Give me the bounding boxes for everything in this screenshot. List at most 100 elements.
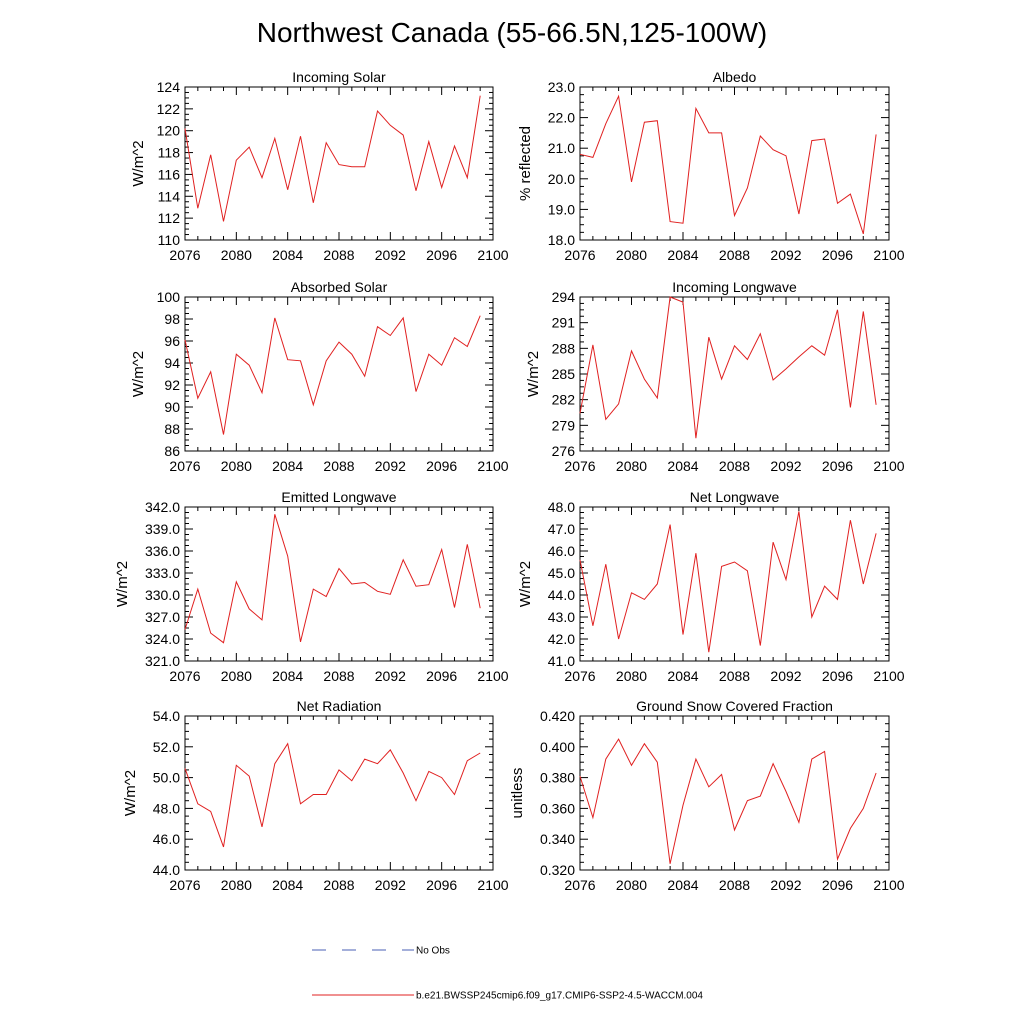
- x-tick-label: 2080: [616, 668, 647, 684]
- y-tick-label: 114: [158, 188, 181, 204]
- y-tick-label: 42.0: [548, 631, 575, 647]
- y-tick-label: 0.360: [540, 800, 575, 816]
- y-tick-label: 0.340: [540, 831, 575, 847]
- plot-frame: [184, 296, 494, 452]
- y-tick-label: 118: [158, 145, 181, 161]
- x-tick-label: 2092: [770, 668, 801, 684]
- x-tick-label: 2084: [667, 877, 698, 893]
- y-tick-label: 339.0: [145, 521, 180, 537]
- panel-2: Albedo 2076 2080 2084 2088 2092 2096 2100 18.0 19…: [517, 69, 905, 263]
- y-tick-label: 50.0: [153, 770, 180, 786]
- y-tick-label: 47.0: [548, 521, 575, 537]
- y-axis-label: W/m^2: [130, 140, 147, 186]
- panel-1: Incoming Solar 2076 2080 2084 2088 2092 2096 21…: [130, 69, 509, 263]
- y-tick-label: 285: [552, 366, 576, 382]
- x-tick-label: 2076: [169, 877, 200, 893]
- panels: Incoming Solar 2076 2080 2084 2088 2092 2096 21…: [114, 69, 905, 893]
- series-line: [184, 514, 481, 644]
- x-tick-label: 2088: [719, 247, 750, 263]
- series-line: [579, 296, 877, 439]
- x-tick-label: 2076: [564, 458, 595, 474]
- plot-frame: [579, 86, 890, 241]
- y-tick-label: 327.0: [145, 609, 180, 625]
- series-line: [184, 742, 481, 848]
- panel-title: Albedo: [713, 69, 757, 85]
- x-tick-label: 2100: [477, 668, 508, 684]
- y-tick-label: 98: [164, 311, 180, 327]
- x-tick-label: 2080: [221, 668, 252, 684]
- panel-title: Incoming Solar: [292, 69, 386, 85]
- y-axis-label: W/m^2: [517, 561, 534, 607]
- x-tick-label: 2084: [272, 458, 303, 474]
- y-tick-label: 100: [157, 289, 181, 305]
- panel-title: Incoming Longwave: [672, 279, 797, 295]
- x-tick-label: 2076: [169, 668, 200, 684]
- y-axis-label: W/m^2: [114, 561, 131, 607]
- panel-title: Ground Snow Covered Fraction: [636, 698, 833, 714]
- panel-8: Ground Snow Covered Fraction 2076 2080 2084…: [509, 698, 905, 893]
- plot-frame: [184, 715, 494, 871]
- y-axis-label: W/m^2: [525, 351, 542, 397]
- x-tick-label: 2096: [822, 668, 853, 684]
- y-tick-label: 18.0: [548, 232, 575, 248]
- y-tick-label: 21.0: [548, 140, 575, 156]
- y-tick-label: 124: [157, 79, 181, 95]
- y-tick-label: 19.0: [548, 201, 575, 217]
- x-tick-label: 2076: [169, 247, 200, 263]
- panel-title: Absorbed Solar: [291, 279, 388, 295]
- y-tick-label: 333.0: [145, 565, 180, 581]
- x-tick-label: 2092: [375, 247, 406, 263]
- x-tick-label: 2076: [564, 877, 595, 893]
- x-tick-label: 2080: [221, 247, 252, 263]
- plot-frame: [184, 86, 494, 241]
- x-tick-label: 2076: [564, 247, 595, 263]
- x-tick-label: 2092: [770, 247, 801, 263]
- y-axis-label: % reflected: [517, 126, 534, 201]
- x-tick-label: 2080: [221, 877, 252, 893]
- x-tick-label: 2084: [667, 668, 698, 684]
- y-tick-label: 0.320: [540, 862, 575, 878]
- legend: No Obs b.e21.BWSSP245cmip6.f09_g17.CMIP6…: [312, 946, 703, 1002]
- x-tick-label: 2092: [770, 458, 801, 474]
- y-tick-label: 279: [552, 417, 576, 433]
- series-line: [579, 94, 877, 235]
- y-tick-label: 88: [164, 421, 180, 437]
- x-tick-label: 2088: [719, 458, 750, 474]
- figure-title: Northwest Canada (55-66.5N,125-100W): [257, 17, 767, 48]
- series-line: [184, 95, 481, 222]
- x-tick-label: 2100: [873, 247, 904, 263]
- y-tick-label: 43.0: [548, 609, 575, 625]
- y-tick-label: 0.400: [540, 739, 575, 755]
- x-tick-label: 2096: [426, 247, 457, 263]
- y-tick-label: 48.0: [548, 499, 575, 515]
- y-tick-label: 324.0: [145, 631, 180, 647]
- y-tick-label: 20.0: [548, 171, 575, 187]
- y-tick-label: 112: [158, 210, 181, 226]
- y-tick-label: 23.0: [548, 79, 575, 95]
- y-tick-label: 110: [158, 232, 181, 248]
- x-tick-label: 2080: [616, 458, 647, 474]
- y-tick-label: 22.0: [548, 110, 575, 126]
- x-tick-label: 2088: [719, 668, 750, 684]
- y-tick-label: 45.0: [548, 565, 575, 581]
- panel-7: Net Radiation 2076 2080 2084 2088 2092 2096 210…: [122, 698, 509, 893]
- y-tick-label: 0.420: [540, 708, 575, 724]
- x-tick-label: 2088: [323, 247, 354, 263]
- x-tick-label: 2084: [667, 458, 698, 474]
- x-tick-label: 2084: [667, 247, 698, 263]
- y-tick-label: 46.0: [548, 543, 575, 559]
- y-tick-label: 54.0: [153, 708, 180, 724]
- y-tick-label: 90: [164, 399, 180, 415]
- y-tick-label: 330.0: [145, 587, 180, 603]
- x-tick-label: 2088: [323, 458, 354, 474]
- x-tick-label: 2096: [822, 458, 853, 474]
- panel-title: Emitted Longwave: [281, 489, 396, 505]
- y-tick-label: 120: [157, 123, 181, 139]
- legend-label-no-obs: No Obs: [416, 946, 450, 957]
- y-tick-label: 46.0: [153, 831, 180, 847]
- y-tick-label: 86: [164, 443, 180, 459]
- panel-title: Net Longwave: [690, 489, 780, 505]
- panel-6: Net Longwave 2076 2080 2084 2088 2092 2096 2100…: [517, 489, 905, 684]
- panel-title: Net Radiation: [297, 698, 382, 714]
- y-axis-label: W/m^2: [122, 770, 139, 816]
